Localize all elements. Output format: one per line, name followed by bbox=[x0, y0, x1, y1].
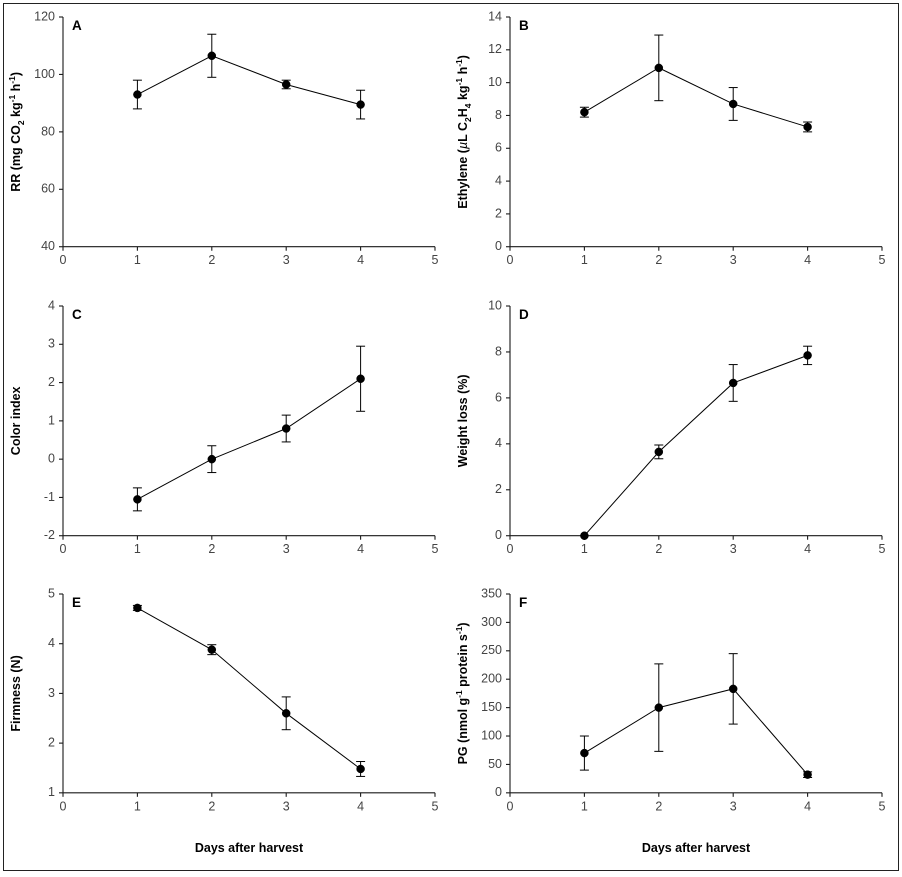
svg-text:0: 0 bbox=[495, 786, 502, 800]
svg-text:100: 100 bbox=[481, 729, 502, 743]
svg-text:4: 4 bbox=[804, 253, 811, 267]
svg-text:5: 5 bbox=[879, 253, 886, 267]
svg-text:5: 5 bbox=[432, 800, 439, 814]
svg-text:4: 4 bbox=[357, 542, 364, 556]
svg-text:14: 14 bbox=[488, 9, 502, 23]
svg-text:60: 60 bbox=[41, 182, 55, 196]
svg-text:2: 2 bbox=[208, 253, 215, 267]
svg-text:350: 350 bbox=[481, 587, 502, 601]
svg-text:Color index: Color index bbox=[9, 386, 23, 455]
svg-text:1: 1 bbox=[581, 542, 588, 556]
svg-text:1: 1 bbox=[134, 800, 141, 814]
svg-text:-2: -2 bbox=[44, 528, 55, 542]
svg-text:4: 4 bbox=[357, 800, 364, 814]
svg-text:3: 3 bbox=[730, 800, 737, 814]
svg-text:1: 1 bbox=[48, 786, 55, 800]
svg-text:6: 6 bbox=[495, 390, 502, 404]
svg-text:100: 100 bbox=[34, 67, 55, 81]
svg-text:5: 5 bbox=[48, 587, 55, 601]
svg-text:2: 2 bbox=[495, 482, 502, 496]
svg-text:6: 6 bbox=[495, 141, 502, 155]
svg-text:250: 250 bbox=[481, 644, 502, 658]
svg-text:10: 10 bbox=[488, 298, 502, 312]
svg-text:50: 50 bbox=[488, 757, 502, 771]
svg-text:2: 2 bbox=[655, 542, 662, 556]
svg-text:8: 8 bbox=[495, 344, 502, 358]
svg-text:0: 0 bbox=[507, 542, 514, 556]
svg-text:Weight loss (%): Weight loss (%) bbox=[456, 374, 470, 467]
svg-text:0: 0 bbox=[495, 528, 502, 542]
svg-text:2: 2 bbox=[48, 736, 55, 750]
svg-text:2: 2 bbox=[208, 800, 215, 814]
svg-text:4: 4 bbox=[804, 542, 811, 556]
svg-text:3: 3 bbox=[283, 800, 290, 814]
svg-text:0: 0 bbox=[495, 239, 502, 253]
svg-text:3: 3 bbox=[48, 336, 55, 350]
svg-text:8: 8 bbox=[495, 108, 502, 122]
svg-text:B: B bbox=[519, 18, 529, 33]
svg-text:0: 0 bbox=[60, 542, 67, 556]
svg-text:4: 4 bbox=[804, 800, 811, 814]
svg-text:Firmness (N): Firmness (N) bbox=[9, 656, 23, 732]
svg-text:2: 2 bbox=[495, 206, 502, 220]
svg-text:3: 3 bbox=[48, 686, 55, 700]
svg-text:5: 5 bbox=[879, 542, 886, 556]
svg-text:0: 0 bbox=[507, 800, 514, 814]
svg-text:300: 300 bbox=[481, 615, 502, 629]
svg-text:-1: -1 bbox=[44, 489, 55, 503]
svg-text:0: 0 bbox=[48, 451, 55, 465]
svg-text:F: F bbox=[519, 595, 527, 610]
svg-text:120: 120 bbox=[34, 9, 55, 23]
svg-text:D: D bbox=[519, 307, 529, 322]
svg-text:4: 4 bbox=[357, 253, 364, 267]
svg-text:4: 4 bbox=[48, 636, 55, 650]
svg-text:Days after harvest: Days after harvest bbox=[642, 841, 750, 855]
svg-text:1: 1 bbox=[134, 542, 141, 556]
svg-text:150: 150 bbox=[481, 700, 502, 714]
svg-text:5: 5 bbox=[879, 800, 886, 814]
svg-text:4: 4 bbox=[495, 436, 502, 450]
svg-text:C: C bbox=[72, 307, 82, 322]
svg-text:RR (mg CO2 kg-1 h-1): RR (mg CO2 kg-1 h-1) bbox=[7, 72, 26, 192]
svg-text:1: 1 bbox=[48, 413, 55, 427]
svg-text:0: 0 bbox=[60, 253, 67, 267]
svg-text:PG (nmol g-1 protein s-1): PG (nmol g-1 protein s-1) bbox=[454, 623, 470, 765]
svg-text:5: 5 bbox=[432, 253, 439, 267]
svg-text:2: 2 bbox=[655, 800, 662, 814]
svg-text:3: 3 bbox=[730, 542, 737, 556]
svg-text:E: E bbox=[72, 595, 81, 610]
svg-text:12: 12 bbox=[488, 42, 502, 56]
svg-text:A: A bbox=[72, 18, 82, 33]
svg-text:3: 3 bbox=[283, 542, 290, 556]
svg-text:2: 2 bbox=[655, 253, 662, 267]
svg-text:40: 40 bbox=[41, 239, 55, 253]
svg-text:4: 4 bbox=[495, 173, 502, 187]
svg-text:1: 1 bbox=[134, 253, 141, 267]
svg-text:10: 10 bbox=[488, 75, 502, 89]
svg-text:80: 80 bbox=[41, 124, 55, 138]
svg-text:Ethylene (µL C2H4 kg-1 h-1): Ethylene (µL C2H4 kg-1 h-1) bbox=[454, 55, 473, 209]
svg-text:3: 3 bbox=[283, 253, 290, 267]
svg-text:0: 0 bbox=[507, 253, 514, 267]
svg-text:3: 3 bbox=[730, 253, 737, 267]
svg-text:5: 5 bbox=[432, 542, 439, 556]
svg-text:Days after harvest: Days after harvest bbox=[195, 841, 303, 855]
svg-text:0: 0 bbox=[60, 800, 67, 814]
svg-text:1: 1 bbox=[581, 800, 588, 814]
svg-text:1: 1 bbox=[581, 253, 588, 267]
svg-text:4: 4 bbox=[48, 298, 55, 312]
svg-text:2: 2 bbox=[208, 542, 215, 556]
svg-text:200: 200 bbox=[481, 672, 502, 686]
svg-text:2: 2 bbox=[48, 375, 55, 389]
